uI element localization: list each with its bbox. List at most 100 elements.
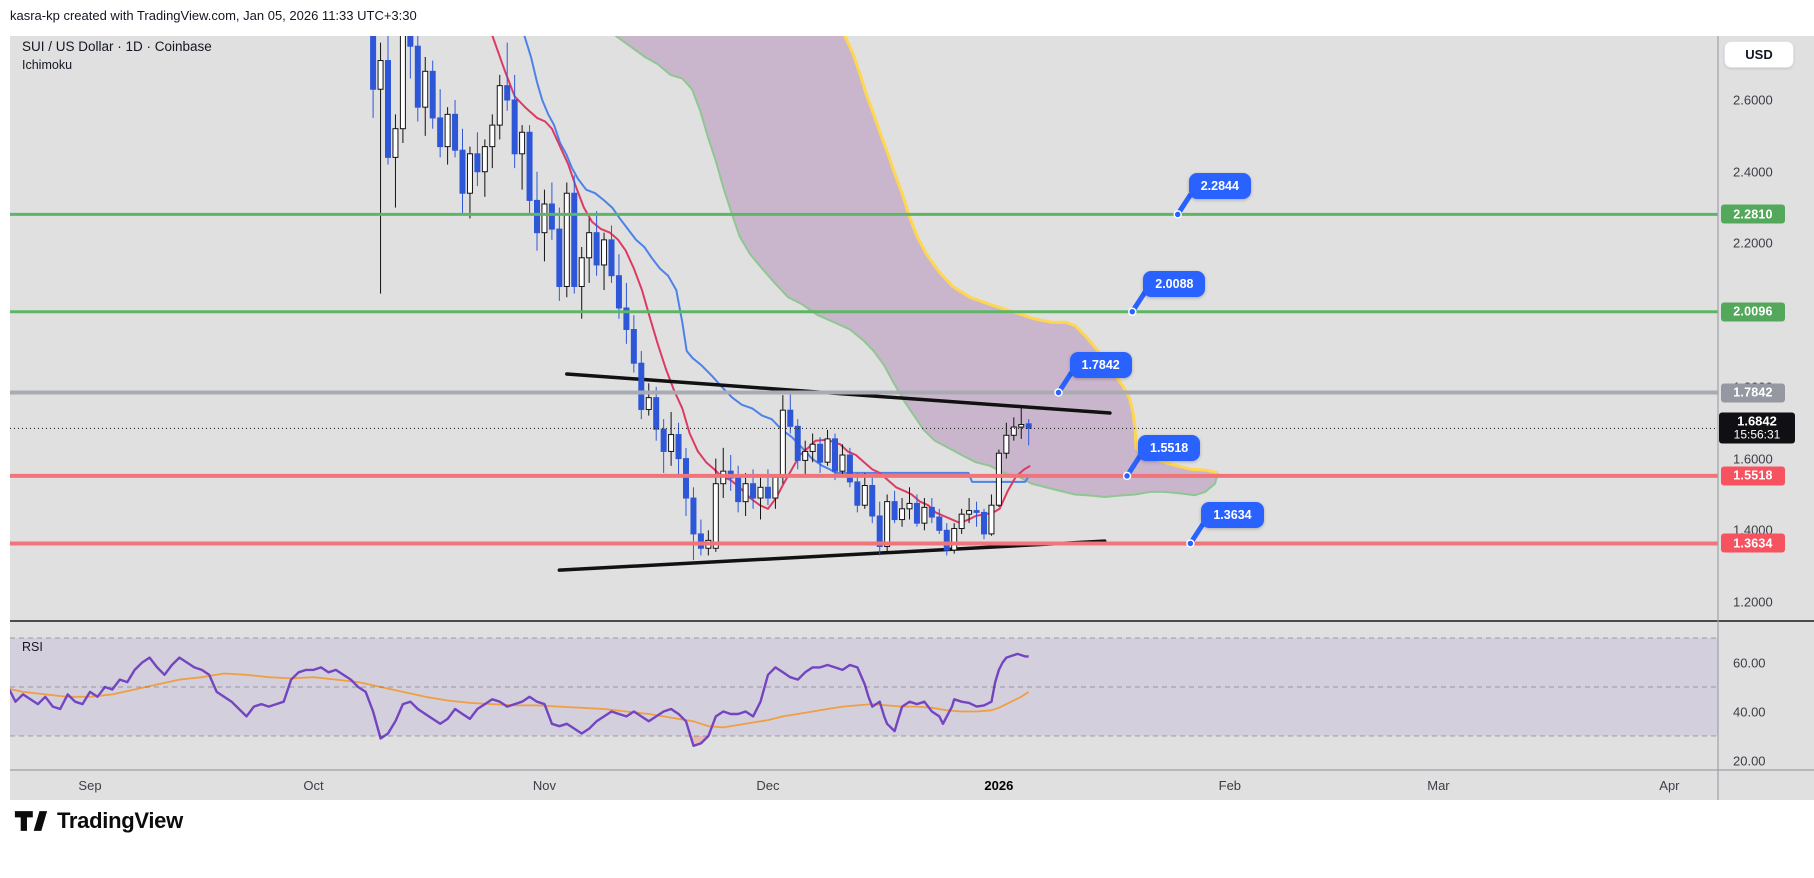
currency-toggle-button[interactable]: USD bbox=[1724, 41, 1794, 68]
chart-background bbox=[10, 36, 1814, 800]
callout-anchor-dot[interactable] bbox=[1186, 539, 1195, 548]
candle-body bbox=[966, 510, 973, 515]
candle-body bbox=[809, 443, 816, 452]
candle-body bbox=[846, 454, 853, 483]
candle-body bbox=[973, 510, 980, 513]
candle-body bbox=[474, 153, 481, 173]
candle-body bbox=[623, 307, 630, 331]
candle-body bbox=[891, 501, 898, 521]
axis-badge-1.3634: 1.3634 bbox=[1721, 533, 1785, 553]
candle-body bbox=[511, 99, 518, 155]
month-label-Mar[interactable]: Mar bbox=[1427, 778, 1450, 793]
candle-body bbox=[571, 192, 578, 287]
candle-body bbox=[660, 428, 667, 452]
candle-body bbox=[429, 70, 436, 119]
candle-body bbox=[921, 506, 928, 524]
candle-body bbox=[832, 438, 838, 472]
rsi-pane-title: RSI bbox=[22, 640, 43, 654]
candle-body bbox=[750, 483, 757, 499]
candle-body bbox=[742, 483, 749, 503]
bar-countdown: 15:56:31 bbox=[1733, 427, 1781, 442]
candle-body bbox=[407, 36, 414, 47]
callout-bubble-1.7842[interactable]: 1.7842 bbox=[1069, 351, 1132, 378]
month-label-Dec[interactable]: Dec bbox=[756, 778, 780, 793]
candle-body bbox=[735, 477, 742, 503]
candle-body bbox=[995, 452, 1002, 506]
trendline-lower[interactable] bbox=[557, 539, 1107, 572]
candle-body bbox=[481, 146, 488, 173]
rsi-tick-60.00: 60.00 bbox=[1733, 655, 1766, 670]
callout-bubble-1.3634[interactable]: 1.3634 bbox=[1201, 502, 1264, 529]
chart-legend: SUI / US Dollar · 1D · Coinbase Ichimoku bbox=[22, 38, 212, 74]
candle-body bbox=[697, 533, 704, 549]
callout-anchor-dot[interactable] bbox=[1054, 388, 1063, 397]
month-label-Nov[interactable]: Nov bbox=[532, 778, 556, 793]
candle-body bbox=[534, 199, 540, 234]
rsi-tick-40.00: 40.00 bbox=[1733, 704, 1766, 719]
candle-body bbox=[772, 476, 779, 499]
candle-body bbox=[787, 409, 794, 427]
candle-body bbox=[385, 60, 391, 158]
tradingview-logo-icon bbox=[14, 811, 48, 831]
price-tick-1.2000: 1.2000 bbox=[1733, 594, 1773, 610]
candle-body bbox=[519, 131, 526, 155]
callout-bubble-2.0088[interactable]: 2.0088 bbox=[1143, 270, 1206, 297]
candle-body bbox=[414, 45, 421, 108]
callout-anchor-dot[interactable] bbox=[1128, 307, 1137, 316]
candle-body bbox=[496, 85, 503, 126]
candle-body bbox=[653, 397, 660, 430]
candle-body bbox=[869, 484, 876, 517]
candle-body bbox=[586, 232, 593, 259]
price-tick-2.4000: 2.4000 bbox=[1733, 164, 1773, 180]
candle-body bbox=[459, 149, 466, 194]
candle-body bbox=[675, 434, 682, 460]
candle-body bbox=[526, 131, 533, 201]
month-label-Feb[interactable]: Feb bbox=[1218, 778, 1242, 793]
month-label-2026[interactable]: 2026 bbox=[984, 778, 1014, 793]
candle-body bbox=[884, 501, 891, 547]
candle-body bbox=[668, 434, 675, 452]
candle-body bbox=[504, 85, 511, 101]
indicator-label[interactable]: Ichimoku bbox=[22, 58, 73, 72]
month-label-Apr[interactable]: Apr bbox=[1659, 778, 1680, 793]
rsi-line bbox=[10, 652, 1029, 747]
current-price-value: 1.6842 bbox=[1737, 413, 1777, 429]
candle-body bbox=[638, 362, 645, 410]
candle-body bbox=[452, 113, 459, 151]
candle-body bbox=[489, 124, 496, 148]
candle-body bbox=[839, 454, 846, 472]
callout-bubble-1.5518[interactable]: 1.5518 bbox=[1138, 434, 1201, 461]
axis-badge-2.0096: 2.0096 bbox=[1721, 302, 1785, 322]
candle-body bbox=[690, 497, 697, 535]
candle-body bbox=[630, 329, 637, 364]
candle-body bbox=[988, 504, 995, 535]
candle-body bbox=[437, 117, 444, 148]
candle-body bbox=[1018, 424, 1025, 428]
rsi-oversold-fill bbox=[690, 736, 709, 746]
symbol-title[interactable]: SUI / US Dollar · 1D · Coinbase bbox=[22, 39, 212, 54]
month-label-Oct[interactable]: Oct bbox=[303, 778, 324, 793]
candle-body bbox=[794, 425, 801, 461]
candle-body bbox=[541, 203, 548, 234]
tradingview-footer[interactable]: TradingView bbox=[14, 806, 183, 836]
candle-body bbox=[1010, 426, 1017, 436]
month-label-Sep[interactable]: Sep bbox=[78, 778, 102, 793]
candle-body bbox=[802, 450, 809, 461]
candle-body bbox=[928, 506, 935, 518]
candle-body bbox=[556, 228, 563, 287]
callout-anchor-dot[interactable] bbox=[1173, 210, 1182, 219]
rsi-tick-20.00: 20.00 bbox=[1733, 753, 1766, 768]
callout-anchor-dot[interactable] bbox=[1122, 471, 1132, 481]
price-tick-1.6000: 1.6000 bbox=[1733, 451, 1773, 467]
candle-body bbox=[712, 483, 719, 549]
candle-body bbox=[392, 128, 399, 158]
callout-bubble-2.2844[interactable]: 2.2844 bbox=[1188, 173, 1251, 200]
candle-body bbox=[764, 486, 771, 499]
candle-body bbox=[824, 438, 831, 463]
candle-body bbox=[399, 36, 406, 130]
candle-body bbox=[683, 458, 689, 499]
candle-body bbox=[943, 529, 950, 551]
candle-body bbox=[377, 60, 384, 90]
